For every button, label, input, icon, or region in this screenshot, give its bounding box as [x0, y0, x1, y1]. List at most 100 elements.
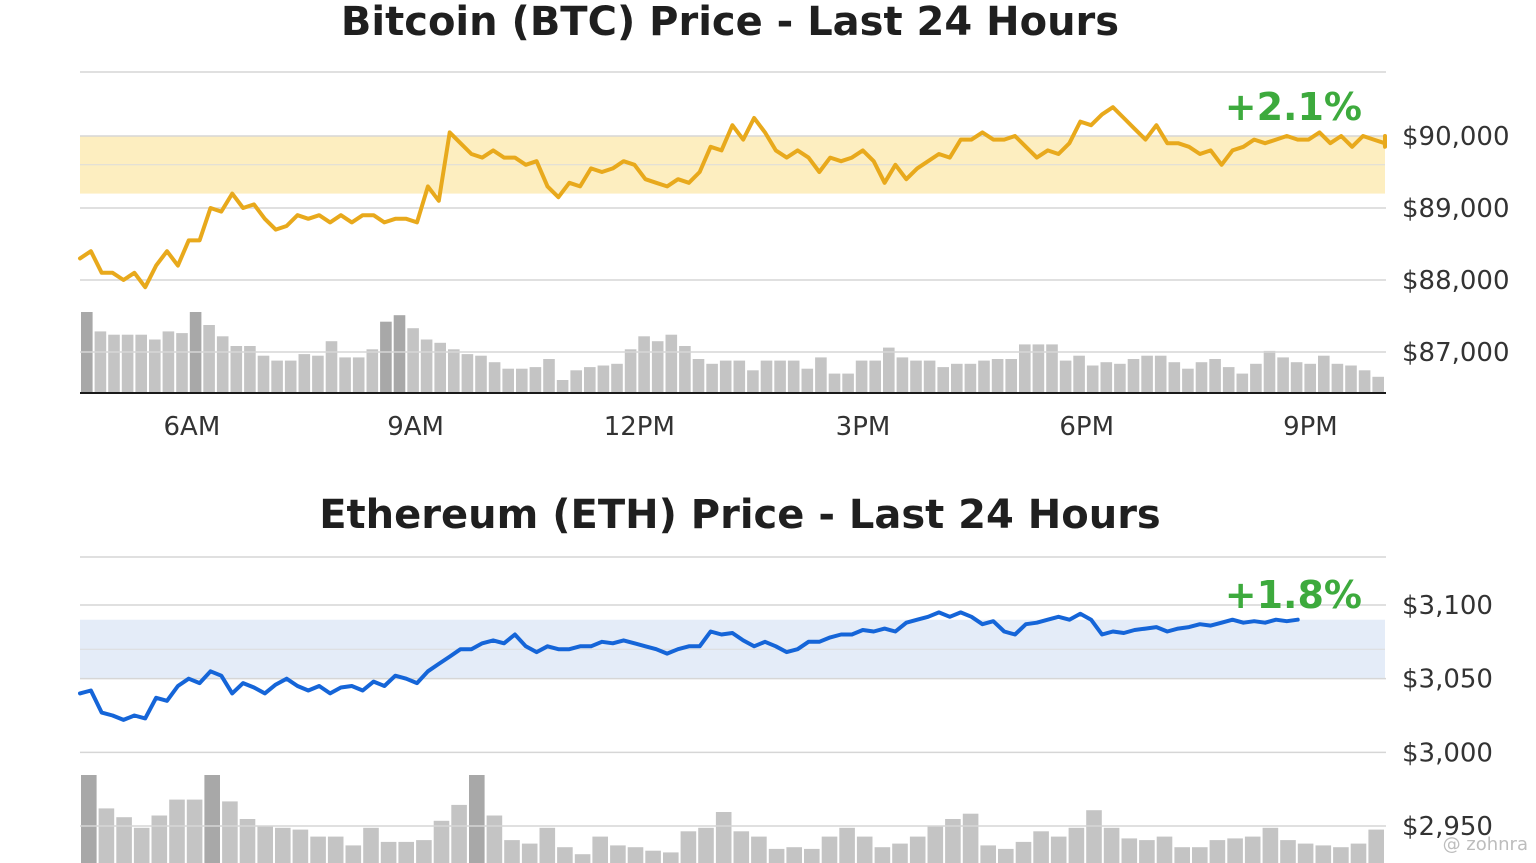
eth-volume-bar [663, 852, 679, 863]
eth-volume-bar [257, 826, 273, 863]
btc-volume-bar [325, 341, 338, 393]
btc-chart-title: Bitcoin (BTC) Price - Last 24 Hours [341, 0, 1119, 45]
btc-volume-bar [706, 363, 718, 393]
eth-volume-bar [1139, 840, 1155, 863]
eth-volume-bar [380, 841, 397, 863]
btc-volume-bar [1073, 355, 1085, 393]
btc-volume-bar [774, 360, 786, 393]
btc-volume-bar [828, 373, 841, 393]
eth-volume-bar [433, 820, 450, 863]
eth-price-line [78, 610, 1300, 722]
btc-volume-bar [719, 360, 732, 393]
eth-chart-panel: Ethereum (ETH) Price - Last 24 Hours +1.… [78, 492, 1493, 863]
eth-volume-bar [945, 819, 961, 863]
btc-volume-bar [760, 360, 773, 393]
eth-volume-bar [839, 827, 855, 863]
btc-volume-bar [1277, 357, 1289, 393]
eth-volume-bar [821, 836, 838, 863]
watermark-text: @ zohnra [1443, 834, 1528, 855]
btc-x-tick-labels: 6AM 9AM 12PM 3PM 6PM 9PM [164, 412, 1338, 442]
btc-volume-bar [543, 359, 555, 393]
btc-volume-bar [1059, 360, 1072, 393]
btc-volume-bar [216, 336, 229, 393]
btc-volume-bar [434, 342, 446, 393]
btc-volume-bar [1127, 359, 1140, 393]
eth-y-tick-labels: $3,100 $3,050 $3,000 $2,950 [1402, 591, 1493, 842]
btc-y-tick-label: $90,000 [1402, 122, 1510, 152]
btc-volume-bar [420, 339, 433, 393]
eth-volume-bar [909, 836, 926, 863]
eth-volume-bar [768, 848, 785, 863]
eth-volume-bar [557, 847, 573, 863]
btc-x-tick-label: 3PM [836, 412, 891, 442]
btc-volume-bar [393, 315, 406, 393]
eth-volume-bar [116, 817, 132, 863]
btc-change-label: +2.1% [1225, 85, 1362, 129]
btc-volume-bar [271, 360, 283, 393]
btc-volume-bar [339, 357, 351, 393]
eth-volume-bar [1368, 829, 1384, 863]
btc-volume-bar [257, 355, 270, 393]
btc-volume-bar [149, 339, 161, 393]
eth-volume-bar [1262, 827, 1279, 863]
btc-volume-bar [733, 360, 746, 393]
eth-volume-bar [751, 836, 767, 863]
btc-volume-bar [923, 360, 936, 393]
btc-volume-bar [366, 349, 379, 393]
eth-volume-bar [962, 813, 979, 863]
btc-volume-bar [597, 365, 610, 393]
btc-volume-bar [1304, 363, 1316, 393]
eth-volume-bar [715, 812, 732, 863]
eth-volume-bar [733, 831, 750, 863]
eth-volume-bar [204, 775, 220, 863]
btc-volume-bar [1345, 365, 1357, 393]
btc-volume-bar [1141, 355, 1153, 393]
btc-volume-bar [611, 363, 623, 393]
eth-volume-bar [592, 836, 608, 863]
eth-volume-bar [998, 848, 1014, 863]
eth-volume-bar [186, 799, 203, 863]
eth-volume-bar [1050, 836, 1067, 863]
eth-volume-bar [398, 841, 414, 863]
btc-volume-bar [230, 346, 243, 393]
eth-volume-bar [786, 847, 802, 863]
btc-gridlines [80, 71, 1386, 353]
btc-x-tick-label: 9AM [387, 412, 444, 442]
btc-volume-bar [883, 347, 895, 393]
btc-volume-bar [584, 367, 596, 393]
eth-volume-bar [627, 847, 644, 863]
btc-volume-bar [502, 368, 514, 393]
btc-volume-bar [1331, 363, 1344, 393]
btc-volume-bar [1019, 344, 1031, 393]
btc-volume-bar [978, 360, 990, 393]
btc-volume-bar [869, 360, 881, 393]
eth-volume-bar [327, 836, 344, 863]
btc-volume-bar [1209, 359, 1221, 393]
eth-volume-bar [1333, 847, 1349, 863]
eth-volume-bar [1209, 840, 1226, 863]
btc-x-tick-label: 12PM [604, 412, 675, 442]
eth-volume-bar [980, 845, 996, 863]
btc-volume-bar [896, 357, 909, 393]
btc-y-tick-label: $89,000 [1402, 194, 1510, 224]
btc-volume-bar [1086, 365, 1099, 393]
eth-volume-bar [1192, 847, 1208, 863]
eth-volume-bar [1227, 838, 1243, 863]
btc-volume-bar [991, 359, 1004, 393]
eth-volume-bar [874, 847, 891, 863]
btc-y-tick-labels: $90,000 $89,000 $88,000 $87,000 [1402, 122, 1510, 368]
eth-volume-bar [680, 831, 697, 863]
btc-volume-bar [1236, 373, 1249, 393]
eth-y-tick-label: $3,100 [1402, 591, 1493, 621]
eth-volume-bar [133, 827, 150, 863]
eth-volume-bar [1103, 827, 1120, 863]
btc-y-tick-label: $87,000 [1402, 338, 1510, 368]
btc-volume-bar [312, 355, 324, 393]
btc-volume-bar [121, 334, 134, 393]
btc-volume-bars [81, 312, 1384, 393]
btc-x-tick-label: 9PM [1283, 412, 1338, 442]
btc-volume-bar [298, 354, 311, 393]
btc-volume-bar [747, 370, 759, 393]
eth-volume-bar [239, 819, 256, 863]
btc-volume-bar [1195, 362, 1208, 393]
